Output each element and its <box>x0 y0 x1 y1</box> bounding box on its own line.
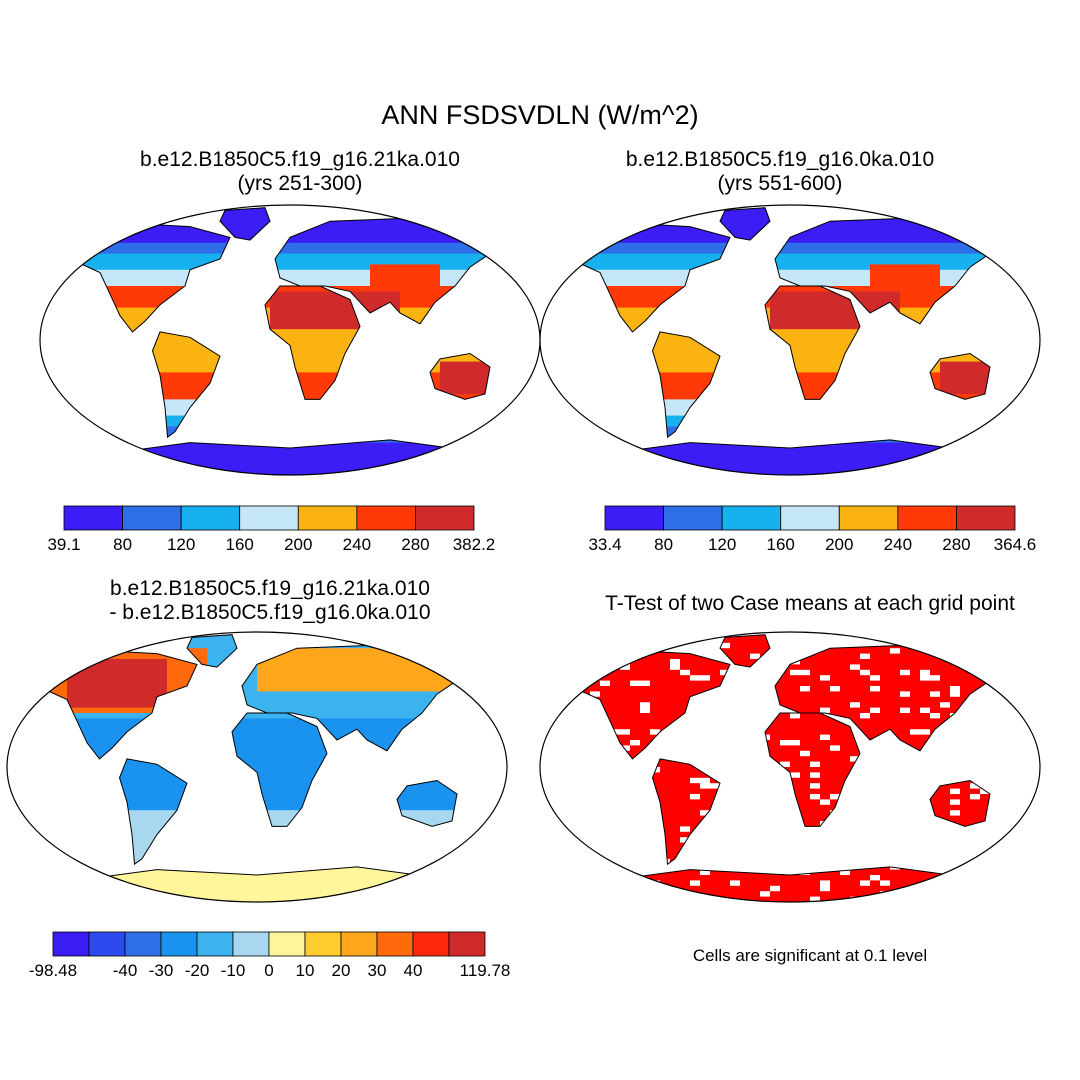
colorbar-2-label-3: 120 <box>708 535 736 554</box>
map-panel-4 <box>540 632 1041 903</box>
colorbar-2-box-6 <box>898 506 957 530</box>
map-panel-1 <box>40 205 541 476</box>
colorbar-3-box-7 <box>269 932 305 956</box>
colorbar-1-label-8: 382.2 <box>453 535 496 554</box>
colorbar-2-box-1 <box>605 506 664 530</box>
colorbar-3-label-13: 119.78 <box>460 961 511 980</box>
colorbar-1-label-4: 160 <box>226 535 254 554</box>
colorbar-2-label-2: 80 <box>654 535 673 554</box>
colorbar-1-label-3: 120 <box>167 535 195 554</box>
colorbar-3-box-3 <box>125 932 161 956</box>
colorbar-2-label-5: 200 <box>825 535 853 554</box>
colorbar-1-label-6: 240 <box>343 535 371 554</box>
colorbar-3-label-6: -10 <box>221 961 246 980</box>
colorbar-3-box-10 <box>377 932 413 956</box>
colorbar-2-label-4: 160 <box>767 535 795 554</box>
colorbar-3-box-5 <box>197 932 233 956</box>
colorbar-1-label-5: 200 <box>284 535 312 554</box>
colorbar-3-label-11: 40 <box>404 961 423 980</box>
colorbar-3-label-10: 30 <box>368 961 387 980</box>
colorbar-1-box-2 <box>123 506 182 530</box>
colorbar-3-label-7: 0 <box>264 961 273 980</box>
colorbar-1-box-7 <box>415 506 474 530</box>
colorbar-3-box-1 <box>53 932 89 956</box>
colorbar-1-box-6 <box>357 506 416 530</box>
colorbar-2: 33.4 80 120 160 200 240 280 364.6 <box>588 506 1036 554</box>
colorbar-3-box-8 <box>305 932 341 956</box>
colorbar-2-box-5 <box>839 506 898 530</box>
colorbar-1-label-1: 39.1 <box>47 535 80 554</box>
colorbar-3-box-9 <box>341 932 377 956</box>
colorbar-3: -98.48 -40 -30 -20 -10 0 10 20 30 40 119.78 <box>29 932 510 980</box>
colorbar-2-label-8: 364.6 <box>994 535 1037 554</box>
colorbar-2-box-2 <box>664 506 723 530</box>
colorbar-3-box-4 <box>161 932 197 956</box>
map-panel-2 <box>540 205 1041 476</box>
colorbar-3-label-4: -30 <box>149 961 174 980</box>
colorbar-1-box-3 <box>181 506 240 530</box>
colorbar-1-label-2: 80 <box>113 535 132 554</box>
colorbar-2-label-7: 280 <box>942 535 970 554</box>
colorbar-2-box-3 <box>722 506 781 530</box>
colorbar-3-box-6 <box>233 932 269 956</box>
significance-note: Cells are significant at 0.1 level <box>540 946 1080 966</box>
colorbar-2-label-6: 240 <box>884 535 912 554</box>
colorbar-3-label-5: -20 <box>185 961 210 980</box>
colorbar-3-label-1: -98.48 <box>29 961 77 980</box>
colorbar-3-box-2 <box>89 932 125 956</box>
colorbar-1-label-7: 280 <box>401 535 429 554</box>
map-panel-3 <box>7 632 508 903</box>
colorbar-3-label-9: 20 <box>332 961 351 980</box>
colorbar-1-box-5 <box>298 506 357 530</box>
colorbar-1-box-4 <box>240 506 299 530</box>
colorbar-1: 39.1 80 120 160 200 240 280 382.2 <box>47 506 495 554</box>
colorbar-2-label-1: 33.4 <box>588 535 621 554</box>
colorbar-1-box-1 <box>64 506 123 530</box>
colorbar-2-box-4 <box>781 506 840 530</box>
colorbar-3-box-11 <box>413 932 449 956</box>
colorbar-3-label-8: 10 <box>296 961 315 980</box>
colorbar-2-box-7 <box>956 506 1015 530</box>
colorbar-3-label-3: -40 <box>113 961 138 980</box>
colorbar-3-box-12 <box>449 932 485 956</box>
